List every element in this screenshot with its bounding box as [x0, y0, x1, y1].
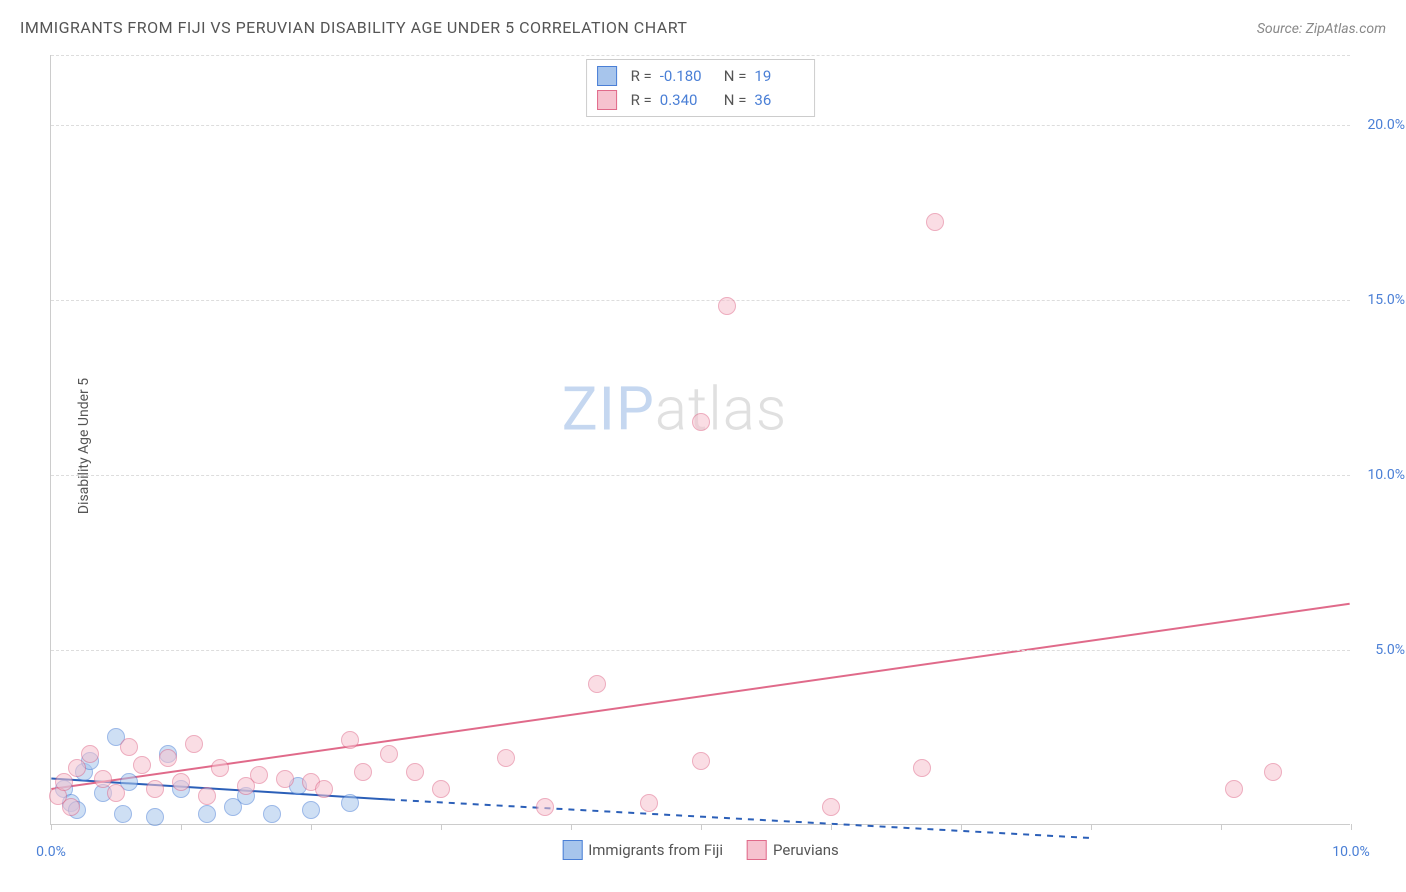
swatch-fiji-icon [562, 840, 582, 860]
data-point [341, 731, 359, 749]
x-tick [441, 824, 442, 830]
legend-label-peruvians: Peruvians [773, 841, 839, 859]
r-value-peruvians: 0.340 [660, 88, 710, 112]
data-point [406, 763, 424, 781]
x-tick [51, 824, 52, 830]
data-point [822, 798, 840, 816]
x-tick [831, 824, 832, 830]
data-point [114, 805, 132, 823]
swatch-peruvians-icon [747, 840, 767, 860]
data-point [692, 752, 710, 770]
legend-label-fiji: Immigrants from Fiji [588, 841, 723, 859]
data-point [198, 805, 216, 823]
data-point [263, 805, 281, 823]
data-point [133, 756, 151, 774]
legend-item-fiji: Immigrants from Fiji [562, 840, 723, 860]
x-tick [1351, 824, 1352, 830]
x-tick [701, 824, 702, 830]
grid-line [51, 125, 1350, 126]
data-point [62, 798, 80, 816]
data-point [159, 749, 177, 767]
swatch-peruvians [597, 90, 617, 110]
trend-lines [51, 55, 1350, 824]
x-tick [1221, 824, 1222, 830]
data-point [536, 798, 554, 816]
legend-item-peruvians: Peruvians [747, 840, 839, 860]
data-point [354, 763, 372, 781]
correlation-legend: R = -0.180 N = 19 R = 0.340 N = 36 [586, 59, 816, 117]
data-point [1225, 780, 1243, 798]
y-tick-label: 5.0% [1355, 642, 1405, 658]
data-point [276, 770, 294, 788]
r-label: R = [631, 64, 652, 88]
x-tick-label: 0.0% [36, 844, 66, 860]
data-point [55, 773, 73, 791]
y-tick-label: 10.0% [1355, 467, 1405, 483]
chart-source: Source: ZipAtlas.com [1257, 21, 1386, 37]
data-point [172, 773, 190, 791]
legend-row-fiji: R = -0.180 N = 19 [597, 64, 805, 88]
swatch-fiji [597, 66, 617, 86]
y-tick-label: 20.0% [1355, 117, 1405, 133]
watermark: ZIPatlas [562, 373, 788, 444]
data-point [146, 780, 164, 798]
data-point [81, 745, 99, 763]
data-point [211, 759, 229, 777]
x-tick [1091, 824, 1092, 830]
watermark-zip: ZIP [562, 373, 655, 444]
data-point [107, 784, 125, 802]
data-point [380, 745, 398, 763]
data-point [120, 738, 138, 756]
x-tick-label: 10.0% [1332, 844, 1370, 860]
series-legend: Immigrants from Fiji Peruvians [562, 840, 839, 860]
data-point [198, 787, 216, 805]
n-value-fiji: 19 [754, 64, 804, 88]
y-tick-label: 15.0% [1355, 292, 1405, 308]
data-point [640, 794, 658, 812]
grid-line [51, 300, 1350, 301]
data-point [692, 413, 710, 431]
title-bar: IMMIGRANTS FROM FIJI VS PERUVIAN DISABIL… [20, 18, 1386, 37]
data-point [718, 297, 736, 315]
grid-line [51, 55, 1350, 56]
data-point [913, 759, 931, 777]
x-tick [181, 824, 182, 830]
watermark-atlas: atlas [655, 373, 788, 444]
data-point [185, 735, 203, 753]
data-point [302, 801, 320, 819]
n-value-peruvians: 36 [754, 88, 804, 112]
x-tick [961, 824, 962, 830]
x-tick [311, 824, 312, 830]
scatter-plot: ZIPatlas R = -0.180 N = 19 R = 0.340 N =… [50, 55, 1350, 825]
x-tick [571, 824, 572, 830]
data-point [432, 780, 450, 798]
data-point [146, 808, 164, 826]
data-point [1264, 763, 1282, 781]
data-point [497, 749, 515, 767]
data-point [315, 780, 333, 798]
data-point [250, 766, 268, 784]
r-label: R = [631, 88, 652, 112]
legend-row-peruvians: R = 0.340 N = 36 [597, 88, 805, 112]
data-point [588, 675, 606, 693]
grid-line [51, 475, 1350, 476]
chart-title: IMMIGRANTS FROM FIJI VS PERUVIAN DISABIL… [20, 18, 687, 37]
grid-line [51, 650, 1350, 651]
r-value-fiji: -0.180 [660, 64, 710, 88]
data-point [341, 794, 359, 812]
n-label: N = [724, 64, 747, 88]
data-point [68, 759, 86, 777]
data-point [926, 213, 944, 231]
n-label: N = [724, 88, 747, 112]
